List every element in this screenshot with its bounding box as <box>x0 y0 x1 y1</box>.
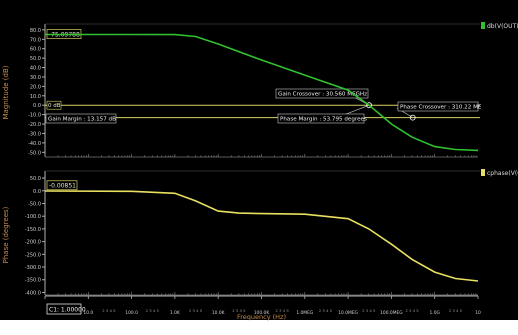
magnitude-y-tick-label: 70.0 <box>30 37 41 43</box>
plot-background <box>0 0 518 320</box>
frequency-tick-label: 1.0MEG <box>296 310 314 316</box>
gain-crossover-annotation: Gain Crossover : 30.560 MEGHz <box>278 92 367 98</box>
magnitude-legend-swatch <box>481 22 485 29</box>
frequency-tick-label: 1.0G <box>430 310 441 316</box>
magnitude-y-tick-label: 40.0 <box>30 66 41 72</box>
frequency-minor-tick-label: 2 3 4 5 <box>102 308 116 313</box>
phase-legend-label: cphase(V(OU <box>487 170 518 177</box>
magnitude-y-tick-label: 30.0 <box>30 75 41 81</box>
frequency-tick-label: 10.0 <box>83 310 93 316</box>
phase-margin-annotation: Phase Margin : 53.795 degrees <box>280 117 367 123</box>
frequency-minor-tick-label: 2 3 4 5 <box>232 308 246 313</box>
magnitude-y-tick-label: -10.0 <box>28 113 41 119</box>
magnitude-y-tick-label: -40.0 <box>28 141 41 147</box>
phase-y-axis-label: Phase (degrees) <box>2 206 10 263</box>
phase-y-tick-label: -400.0 <box>25 290 41 296</box>
phase-legend-swatch <box>481 169 485 176</box>
magnitude-y-tick-label: 0.0 <box>33 103 41 109</box>
frequency-tick-label: 10.0MEG <box>338 310 358 316</box>
frequency-minor-tick-label: 2 3 4 5 <box>449 308 463 313</box>
phase-cursor-readout-box <box>46 180 78 191</box>
frequency-minor-tick-label: 2 3 4 5 <box>319 308 333 313</box>
magnitude-y-tick-label: 80.0 <box>30 28 41 34</box>
phase-y-tick-label: -200.0 <box>25 240 41 246</box>
phase-crossover-annotation-box <box>397 101 479 112</box>
magnitude-y-axis-label: Magnitude (dB) <box>2 65 10 119</box>
phase-margin-annotation-box <box>277 113 365 124</box>
zero-db-label: 0 dB <box>48 103 61 109</box>
magnitude-y-tick-label: -20.0 <box>28 122 41 128</box>
magnitude-legend-label: db(V(OUT)) <box>487 23 518 30</box>
frequency-tick-label: 10 <box>475 310 481 316</box>
magnitude-y-tick-label: -30.0 <box>28 131 41 137</box>
frequency-axis: 2 3 4 5 10.0 2 3 4 5 100.0 2 3 4 5 1.0K 2 3 4 … <box>44 295 481 321</box>
frequency-tick-label: 10.0K <box>212 310 225 316</box>
frequency-minor-tick-label: 2 3 4 5 <box>405 308 419 313</box>
phase-y-tick-label: 50.0 <box>30 176 41 182</box>
phase-y-tick-label: -50.0 <box>28 201 41 207</box>
gain-crossover-annotation-box <box>275 88 369 99</box>
magnitude-panel: 80.0 70.0 60.0 50.0 40.0 30.0 20.0 10.0 0.0 -10.0… <box>2 22 518 158</box>
phase-y-tick-label: -150.0 <box>25 227 41 233</box>
frequency-tick-label: 100.0K <box>254 310 270 316</box>
phase-crossover-marker <box>409 114 416 121</box>
frequency-tick-label: 1.0K <box>170 310 180 316</box>
gain-crossover-marker <box>366 102 373 109</box>
magnitude-y-tick-label: -50.0 <box>28 150 41 156</box>
magnitude-y-tick-label: 20.0 <box>30 84 41 90</box>
zero-db-label-box <box>46 100 62 110</box>
magnitude-y-tick-label: 10.0 <box>30 94 41 100</box>
cursor-c1-readout-box <box>46 303 82 315</box>
frequency-minor-tick-label: 2 3 4 5 <box>189 308 203 313</box>
phase-y-tick-label: 0.0 <box>33 189 41 195</box>
magnitude-series-line <box>45 33 479 152</box>
frequency-tick-label: 100.0MEG <box>380 310 403 316</box>
frequency-axis-label: Frequency (Hz) <box>237 313 286 321</box>
frequency-tick-label: 100.0 <box>125 310 138 316</box>
phase-crossover-annotation: Phase Crossover : 310.22 ME <box>400 105 482 111</box>
magnitude-y-tick-label: 50.0 <box>30 56 41 62</box>
phase-y-tick-label: -250.0 <box>25 252 41 258</box>
gain-margin-annotation-box <box>45 113 117 124</box>
phase-y-tick-label: -300.0 <box>25 265 41 271</box>
gain-margin-annotation: Gain Margin : 13.157 dB <box>48 117 116 123</box>
cursor-c1-readout: C1: 1.00000 <box>49 307 86 314</box>
phase-series-line <box>44 190 479 282</box>
frequency-minor-tick-label: 2 3 4 5 <box>276 308 290 313</box>
frequency-minor-tick-label: 2 3 4 5 <box>146 308 160 313</box>
phase-cursor-readout: -0.00851 <box>49 182 76 189</box>
phase-y-tick-label: -100.0 <box>25 214 41 220</box>
phase-panel: 50.0 0.0 -50.0 -100.0 -150.0 -200.0 -250.0 -300… <box>2 169 518 296</box>
phase-y-tick-label: -350.0 <box>25 278 41 284</box>
magnitude-y-tick-label: 60.0 <box>30 47 41 53</box>
frequency-minor-tick-label: 2 3 4 5 <box>362 308 376 313</box>
